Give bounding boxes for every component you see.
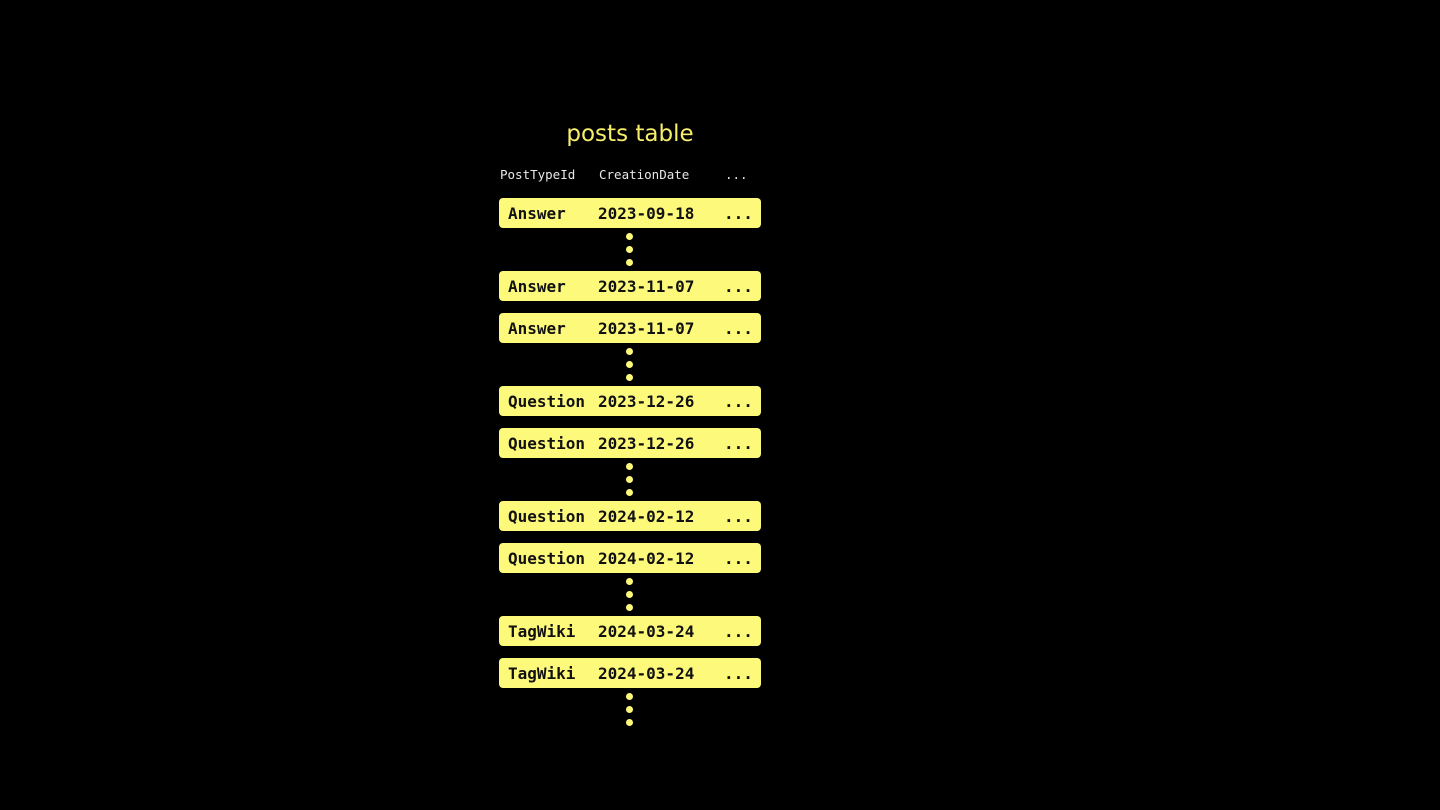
table-rows: Answer 2023-09-18... Answer 2023-11-07... An… — [499, 198, 761, 731]
cell-more: ... — [724, 319, 753, 338]
table-row: Question 2024-02-12... — [499, 501, 761, 531]
cell-posttypeid: Question — [508, 549, 586, 568]
cell-creationdate: 2023-09-18 — [598, 204, 695, 223]
column-headers: PostTypeId CreationDate ... — [500, 167, 762, 185]
dot — [626, 719, 633, 726]
ellipsis-vertical-icon — [499, 688, 761, 731]
table-row: Answer 2023-11-07... — [499, 313, 761, 343]
cell-more: ... — [724, 664, 753, 683]
dot — [626, 489, 633, 496]
dot — [626, 374, 633, 381]
table-row: Question 2023-12-26... — [499, 428, 761, 458]
dot — [626, 233, 633, 240]
cell-creationdate: 2023-11-07 — [598, 277, 695, 296]
cell-creationdate: 2024-03-24 — [598, 622, 695, 641]
ellipsis-vertical-icon — [499, 343, 761, 386]
cell-posttypeid: Question — [508, 434, 586, 453]
cell-more: ... — [724, 277, 753, 296]
cell-creationdate: 2023-12-26 — [598, 434, 695, 453]
cell-more: ... — [724, 392, 753, 411]
cell-posttypeid: Answer — [508, 204, 566, 223]
cell-more: ... — [724, 204, 753, 223]
dot — [626, 706, 633, 713]
dot — [626, 578, 633, 585]
cell-more: ... — [724, 507, 753, 526]
ellipsis-vertical-icon — [499, 573, 761, 616]
row-group: Question 2024-02-12... Question 2024-02-12.… — [499, 501, 761, 573]
cell-creationdate: 2024-02-12 — [598, 549, 695, 568]
row-group: Question 2023-12-26... Question 2023-12-26.… — [499, 386, 761, 458]
table-row: Question 2024-02-12... — [499, 543, 761, 573]
table-row: Answer 2023-09-18... — [499, 198, 761, 228]
table-row: TagWiki 2024-03-24... — [499, 658, 761, 688]
row-group: TagWiki 2024-03-24... TagWiki 2024-03-24... — [499, 616, 761, 688]
cell-posttypeid: Answer — [508, 277, 566, 296]
cell-creationdate: 2023-12-26 — [598, 392, 695, 411]
table-row: TagWiki 2024-03-24... — [499, 616, 761, 646]
cell-posttypeid: Question — [508, 392, 586, 411]
table-row: Question 2023-12-26... — [499, 386, 761, 416]
cell-creationdate: 2023-11-07 — [598, 319, 695, 338]
dot — [626, 693, 633, 700]
cell-creationdate: 2024-02-12 — [598, 507, 695, 526]
column-header-more: ... — [725, 167, 748, 182]
cell-more: ... — [724, 434, 753, 453]
cell-posttypeid: Question — [508, 507, 586, 526]
ellipsis-vertical-icon — [499, 458, 761, 501]
cell-more: ... — [724, 549, 753, 568]
dot — [626, 259, 633, 266]
cell-creationdate: 2024-03-24 — [598, 664, 695, 683]
dot — [626, 463, 633, 470]
column-header-posttypeid: PostTypeId — [500, 167, 576, 182]
row-group: Answer 2023-09-18... — [499, 198, 761, 228]
cell-posttypeid: TagWiki — [508, 664, 576, 683]
row-group: Answer 2023-11-07... Answer 2023-11-07... — [499, 271, 761, 343]
dot — [626, 348, 633, 355]
dot — [626, 591, 633, 598]
cell-posttypeid: TagWiki — [508, 622, 576, 641]
dot — [626, 604, 633, 611]
cell-more: ... — [724, 622, 753, 641]
ellipsis-vertical-icon — [499, 228, 761, 271]
table-row: Answer 2023-11-07... — [499, 271, 761, 301]
dot — [626, 476, 633, 483]
column-header-creationdate: CreationDate — [599, 167, 690, 182]
dot — [626, 361, 633, 368]
dot — [626, 246, 633, 253]
cell-posttypeid: Answer — [508, 319, 566, 338]
diagram-title: posts table — [566, 121, 694, 147]
